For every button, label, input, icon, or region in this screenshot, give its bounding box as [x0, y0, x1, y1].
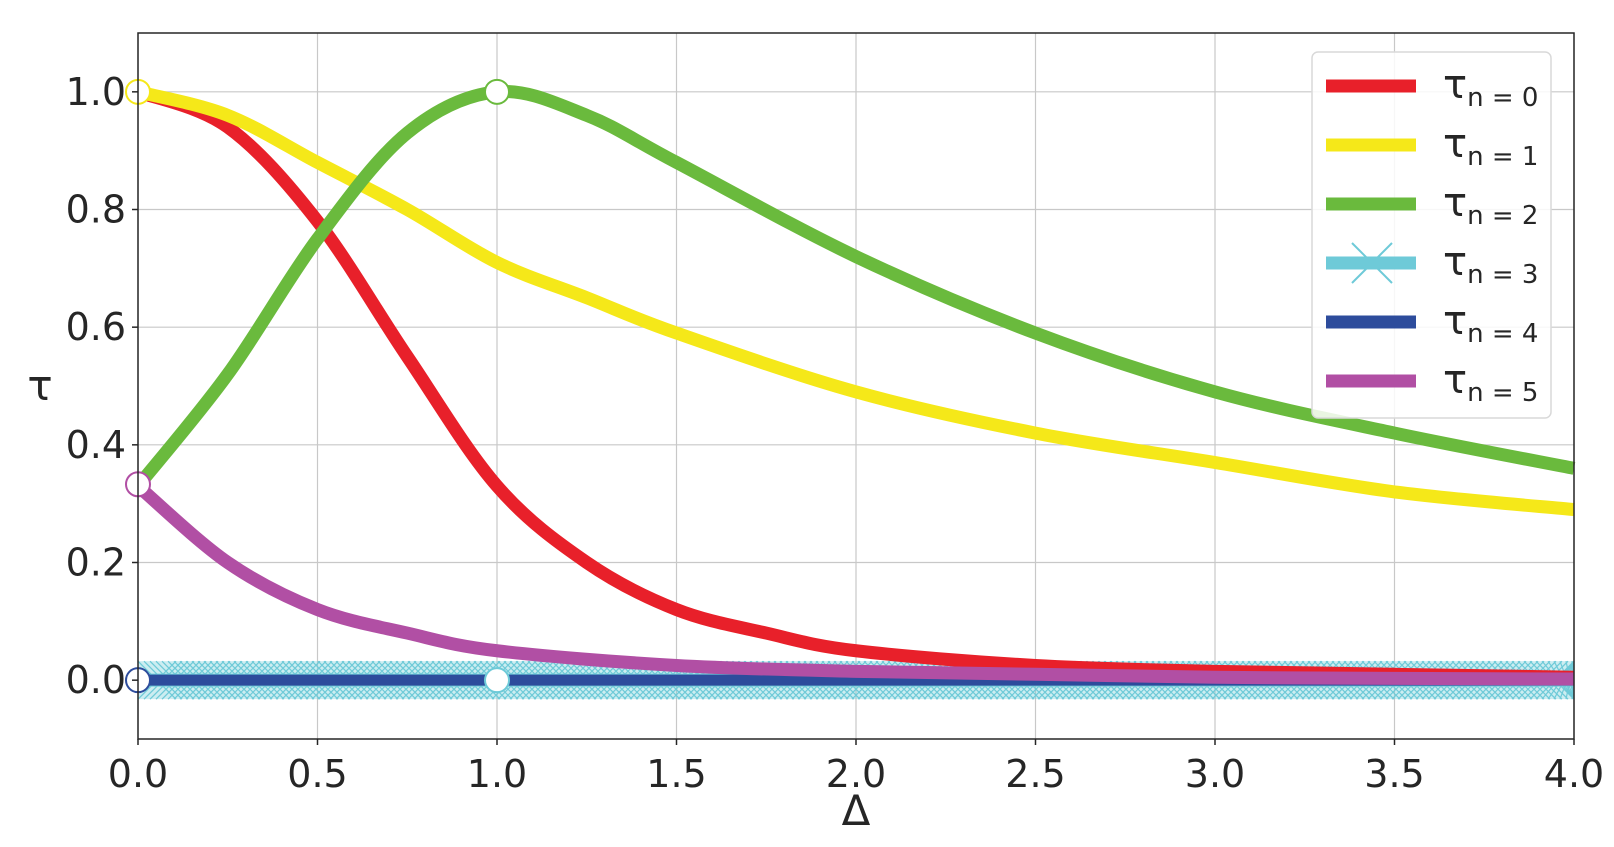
- x-axis-ticks: 0.0 0.5 1.0 1.5 2.0 2.5 3.0 3.5 4.0: [108, 739, 1604, 796]
- legend: τn = 0τn = 1τn = 2τn = 3τn = 4τn = 5: [1311, 51, 1552, 419]
- legend-entry: τn = 2: [1326, 180, 1538, 231]
- legend-label: τn = 1: [1443, 121, 1538, 172]
- x-tick-label: 2.0: [826, 752, 886, 796]
- y-tick-label: 0.8: [66, 188, 126, 232]
- legend-label-base: τ: [1443, 357, 1467, 403]
- legend-label-subscript: n = 4: [1467, 319, 1538, 349]
- y-axis-ticks: 0.0 0.2 0.4 0.6 0.8 1.0: [66, 70, 138, 702]
- highlight-marker: [484, 667, 510, 694]
- legend-label-base: τ: [1443, 239, 1467, 285]
- legend-entry: τn = 3: [1326, 239, 1538, 290]
- legend-label: τn = 2: [1443, 180, 1538, 231]
- x-axis-title: Δ: [842, 786, 871, 835]
- x-tick-label: 3.5: [1364, 752, 1424, 796]
- legend-label-base: τ: [1443, 62, 1467, 108]
- x-tick-label: 4.0: [1544, 752, 1604, 796]
- legend-x-marker: [1351, 242, 1393, 284]
- y-tick-label: 1.0: [66, 70, 126, 114]
- x-tick-label: 3.0: [1185, 752, 1245, 796]
- series-line-tau-n1: [136, 85, 1575, 517]
- series-layer: [132, 84, 1576, 687]
- legend-label-base: τ: [1443, 180, 1467, 226]
- legend-label-base: τ: [1443, 121, 1467, 167]
- legend-entry: τn = 5: [1326, 357, 1538, 408]
- highlight-marker: [484, 78, 510, 105]
- legend-entry: τn = 1: [1326, 121, 1538, 172]
- legend-label-subscript: n = 2: [1467, 201, 1538, 231]
- x-tick-label: 1.0: [467, 752, 527, 796]
- legend-entry: τn = 4: [1326, 298, 1538, 349]
- y-tick-label: 0.4: [66, 423, 126, 467]
- legend-label-base: τ: [1443, 298, 1467, 344]
- legend-label-subscript: n = 3: [1467, 260, 1538, 290]
- legend-label-subscript: n = 0: [1467, 83, 1538, 113]
- legend-entry: τn = 0: [1326, 62, 1538, 113]
- legend-label: τn = 5: [1443, 357, 1538, 408]
- legend-label: τn = 3: [1443, 239, 1538, 290]
- y-axis-title: τ: [27, 361, 52, 410]
- series-line-tau-n5: [133, 481, 1575, 686]
- x-tick-label: 1.5: [646, 752, 706, 796]
- legend-label: τn = 0: [1443, 62, 1538, 113]
- series-line-tau-n2: [132, 84, 1576, 491]
- y-tick-label: 0.6: [66, 305, 126, 349]
- y-tick-label: 0.0: [66, 658, 126, 702]
- x-tick-label: 0.0: [108, 752, 168, 796]
- legend-label: τn = 4: [1443, 298, 1538, 349]
- y-tick-label: 0.2: [66, 541, 126, 585]
- x-tick-label: 0.5: [287, 752, 347, 796]
- x-tick-label: 2.5: [1005, 752, 1065, 796]
- legend-label-subscript: n = 5: [1467, 378, 1538, 408]
- legend-label-subscript: n = 1: [1467, 142, 1538, 172]
